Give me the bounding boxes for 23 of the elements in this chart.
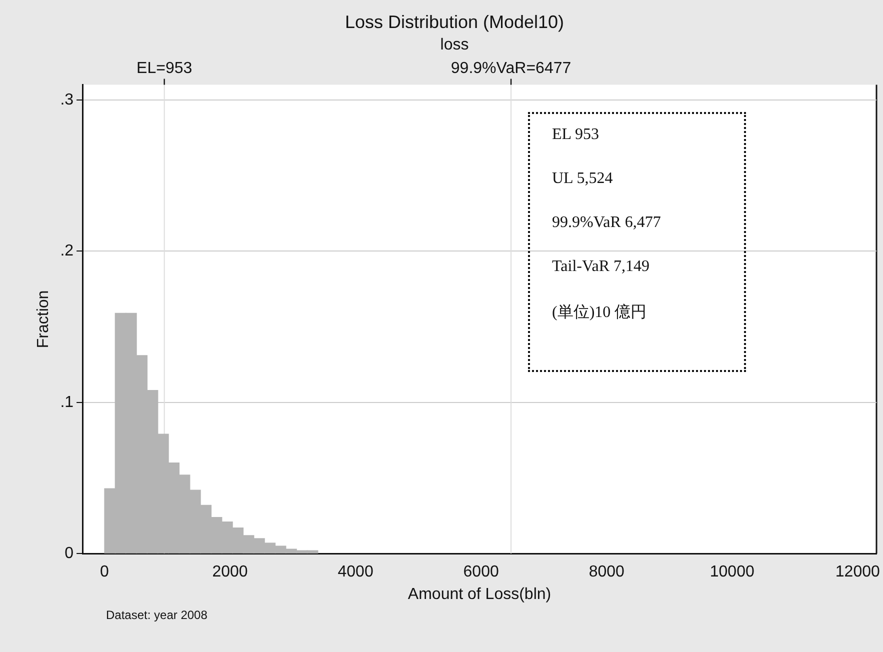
x-tick-label: 10000 bbox=[710, 564, 754, 581]
x-tick-label: 6000 bbox=[463, 564, 499, 581]
y-tick-label: .2 bbox=[60, 242, 74, 260]
y-tick-label: 0 bbox=[64, 545, 74, 562]
y-tick-label: .1 bbox=[60, 394, 74, 411]
y-tick-label: .3 bbox=[60, 91, 74, 108]
x-tick-label: 4000 bbox=[338, 564, 374, 581]
ref-line-label: EL=953 bbox=[136, 60, 192, 78]
annotation: EL 953 bbox=[552, 126, 600, 145]
annotation: Tail-VaR 7,149 bbox=[552, 258, 651, 277]
x-tick-label: 8000 bbox=[588, 564, 625, 581]
x-tick-label: 0 bbox=[100, 564, 110, 581]
x-tick-label: 12000 bbox=[835, 564, 880, 581]
chart-title: Loss Distribution (Model10) bbox=[344, 12, 564, 32]
annotation: (単位)10 億円 bbox=[552, 302, 648, 323]
ref-line-label: 99.9%VaR=6477 bbox=[450, 60, 572, 78]
text: Dataset: year 2008 bbox=[106, 608, 208, 622]
chart-subtitle: loss bbox=[440, 36, 469, 54]
annotation: 99.9%VaR 6,477 bbox=[552, 214, 662, 233]
annotation: UL 5,524 bbox=[552, 170, 614, 189]
y-axis-title: Fraction bbox=[35, 290, 52, 348]
x-axis-title: Amount of Loss(bln) bbox=[408, 586, 552, 603]
x-tick-label: 2000 bbox=[212, 564, 248, 581]
